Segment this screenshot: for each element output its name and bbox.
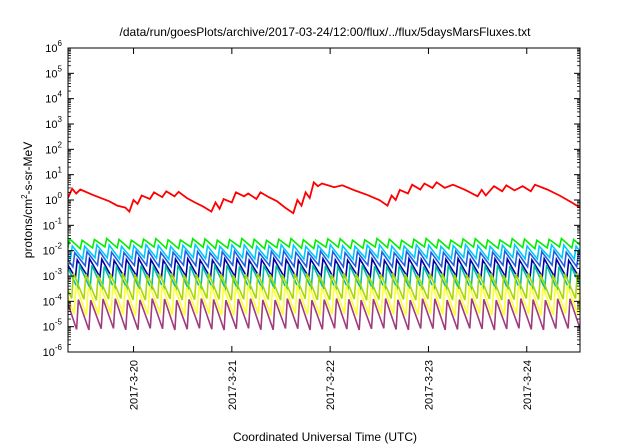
y-tick-label: 10-6	[43, 343, 63, 359]
y-tick-label: 100	[45, 191, 62, 207]
series-line-4	[68, 255, 580, 281]
y-tick-label: 105	[45, 64, 62, 80]
y-tick-label: 101	[45, 166, 62, 182]
series-line-6	[68, 272, 580, 301]
x-tick-label: 2017-3-20	[129, 360, 141, 410]
series-group	[68, 180, 580, 331]
x-axis-label: Coordinated Universal Time (UTC)	[233, 430, 417, 444]
x-tick-label: 2017-3-24	[522, 360, 534, 410]
series-line-3	[68, 248, 580, 269]
chart-title: /data/run/goesPlots/archive/2017-03-24/1…	[120, 25, 532, 39]
y-tick-label: 10-4	[43, 292, 63, 308]
series-line-0	[68, 180, 580, 215]
series-line-8	[68, 298, 580, 331]
series-line-2	[68, 242, 580, 262]
y-axis-label-rest: -s-sr-MeV	[21, 142, 35, 195]
y-tick-label: 10-1	[43, 216, 63, 232]
y-axis-label: protons/cm2-s-sr-MeV	[20, 142, 35, 258]
y-tick-label: 10-3	[43, 267, 63, 283]
y-tick-label: 10-2	[43, 242, 63, 258]
y-tick-label: 10-5	[43, 318, 63, 334]
y-axis-label-base: protons/cm	[21, 199, 35, 258]
series-line-7	[68, 284, 580, 316]
x-tick-label: 2017-3-22	[325, 360, 337, 410]
x-tick-label: 2017-3-21	[227, 360, 239, 410]
y-axis-label-sup: 2	[20, 194, 29, 199]
series-line-1	[68, 236, 580, 251]
y-tick-label: 103	[45, 115, 62, 131]
y-tick-label: 102	[45, 140, 62, 156]
y-tick-label: 104	[45, 90, 62, 106]
y-axis: 10-6 10-5 10-4 10-3 10-2 10-1 100 101 102 103 104 1…	[43, 39, 580, 359]
x-tick-label: 2017-3-23	[423, 360, 435, 410]
x-axis: 2017-3-20 2017-3-21 2017-3-22 2017-3-23 2017…	[129, 48, 534, 410]
y-tick-label: 106	[45, 39, 62, 55]
